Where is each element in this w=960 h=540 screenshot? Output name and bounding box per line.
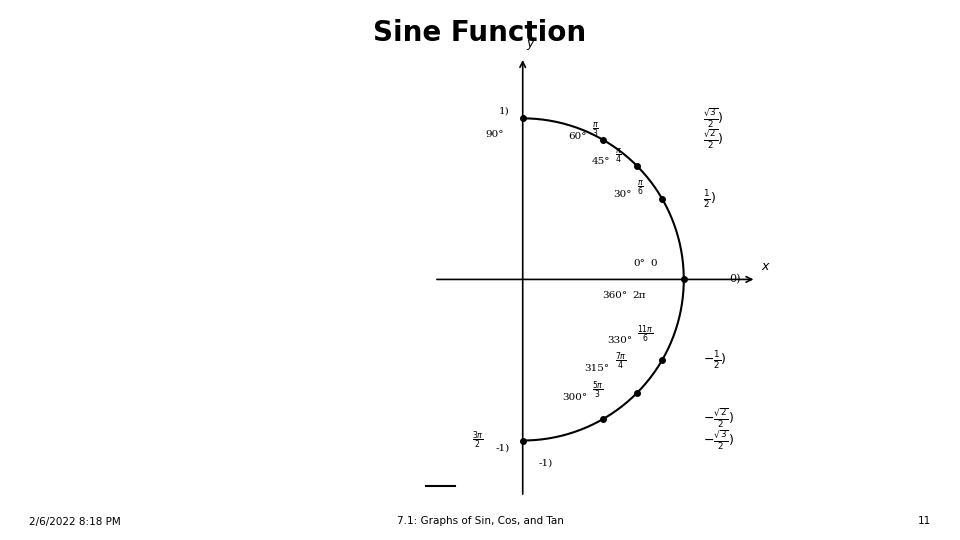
Text: 11: 11 xyxy=(918,516,931,526)
Text: $\frac{\pi}{3}$: $\frac{\pi}{3}$ xyxy=(592,120,599,139)
Text: Sine Function: Sine Function xyxy=(373,19,587,47)
Text: 30°: 30° xyxy=(613,190,633,199)
Text: $\frac{\sqrt{2}}{2}$): $\frac{\sqrt{2}}{2}$) xyxy=(703,129,724,152)
Text: $y$: $y$ xyxy=(526,38,536,52)
Text: 0: 0 xyxy=(650,259,657,268)
Text: 7.1: Graphs of Sin, Cos, and Tan: 7.1: Graphs of Sin, Cos, and Tan xyxy=(396,516,564,526)
Text: 90°: 90° xyxy=(485,130,503,139)
Text: 360°: 360° xyxy=(602,291,628,300)
Text: $\frac{3\pi}{2}$: $\frac{3\pi}{2}$ xyxy=(471,429,484,451)
Text: $\frac{\pi}{6}$: $\frac{\pi}{6}$ xyxy=(637,178,644,197)
Text: $\frac{11\pi}{6}$: $\frac{11\pi}{6}$ xyxy=(637,323,654,345)
Text: 300°: 300° xyxy=(562,393,588,402)
Text: $\frac{\sqrt{3}}{2}$): $\frac{\sqrt{3}}{2}$) xyxy=(703,107,724,130)
Text: -1): -1) xyxy=(539,458,553,468)
Text: 0): 0) xyxy=(729,274,740,285)
Text: 45°: 45° xyxy=(591,157,610,166)
Text: $\frac{5\pi}{3}$: $\frac{5\pi}{3}$ xyxy=(592,380,604,401)
Text: $-\frac{\sqrt{3}}{2}$): $-\frac{\sqrt{3}}{2}$) xyxy=(703,429,734,452)
Text: 2π: 2π xyxy=(633,291,646,300)
Text: $-\frac{\sqrt{2}}{2}$): $-\frac{\sqrt{2}}{2}$) xyxy=(703,407,734,430)
Text: 1): 1) xyxy=(499,106,510,115)
Text: -1): -1) xyxy=(495,444,510,453)
Text: 330°: 330° xyxy=(607,336,633,345)
Text: 60°: 60° xyxy=(568,132,588,140)
Text: $\frac{7\pi}{4}$: $\frac{7\pi}{4}$ xyxy=(614,351,626,372)
Text: 315°: 315° xyxy=(585,363,610,373)
Text: $\frac{\pi}{4}$: $\frac{\pi}{4}$ xyxy=(614,146,621,165)
Text: $\frac{1}{2}$): $\frac{1}{2}$) xyxy=(703,188,716,210)
Text: 0°: 0° xyxy=(634,259,645,268)
Text: $x$: $x$ xyxy=(761,260,771,273)
Text: 2/6/2022 8:18 PM: 2/6/2022 8:18 PM xyxy=(29,516,121,526)
Text: $-\frac{1}{2}$): $-\frac{1}{2}$) xyxy=(703,349,727,371)
